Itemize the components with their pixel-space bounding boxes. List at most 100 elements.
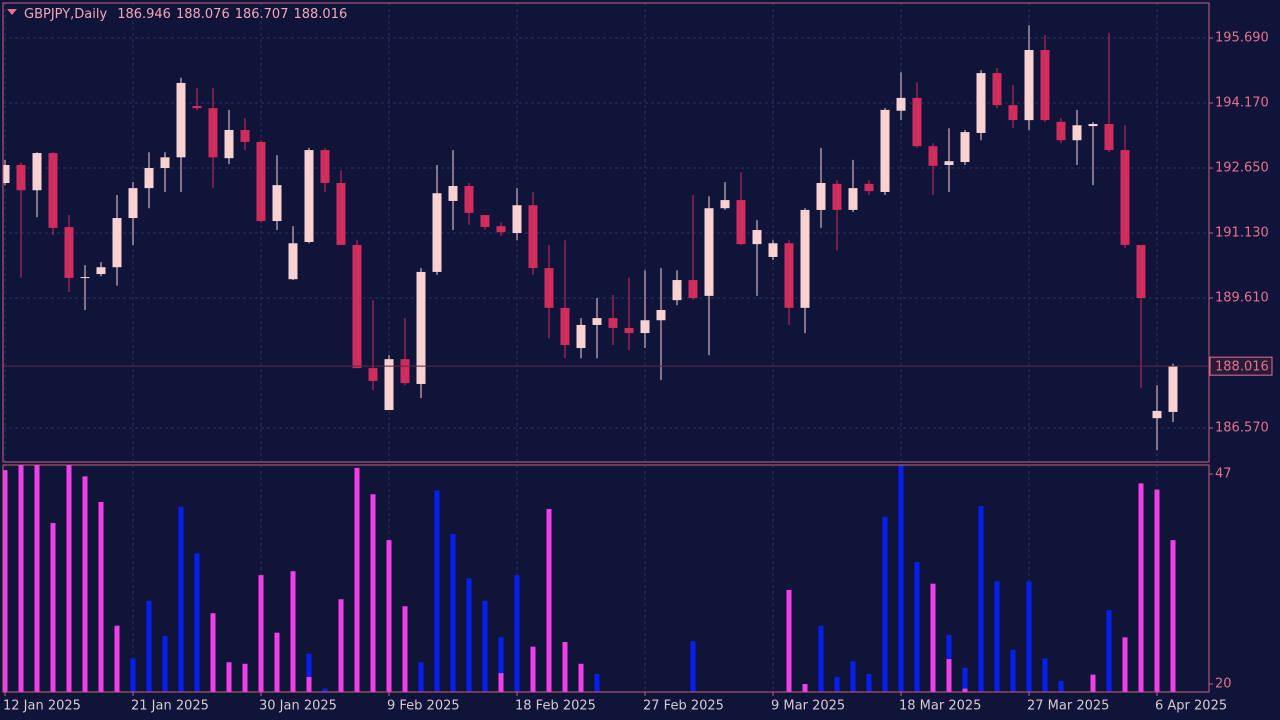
x-tick-label: 18 Mar 2025 (899, 699, 981, 714)
histogram-bar (946, 659, 952, 692)
histogram-bar (242, 663, 248, 692)
histogram-bar (482, 600, 488, 692)
histogram-bar (466, 578, 472, 692)
histogram-bar (786, 589, 792, 692)
histogram-bar (178, 506, 184, 692)
histogram-bar (962, 667, 968, 692)
histogram-bar (978, 505, 984, 692)
candle-body (448, 185, 458, 201)
histogram-bar (834, 676, 840, 692)
candle-body (64, 227, 74, 278)
x-tick-label: 6 Apr 2025 (1155, 699, 1227, 714)
candle-body (1072, 125, 1082, 141)
candle-body (272, 185, 282, 222)
candle-body (992, 73, 1002, 106)
candle-body (176, 82, 186, 158)
histogram-bar (994, 581, 1000, 692)
y-tick-label: 186.570 (1215, 421, 1269, 436)
candle-body (1088, 123, 1098, 127)
histogram-bar (306, 676, 312, 692)
candle-body (944, 161, 954, 166)
histogram-bar (98, 502, 104, 692)
candle-body (384, 359, 394, 411)
histogram-bar (370, 494, 376, 692)
candle-body (1024, 49, 1034, 121)
current-price-label: 188.016 (1215, 360, 1269, 375)
candle-body (48, 153, 58, 228)
candle-body (928, 146, 938, 166)
candle-body (144, 168, 154, 189)
candle-body (512, 205, 522, 234)
candle-body (608, 318, 618, 328)
collapse-icon[interactable] (7, 9, 17, 15)
histogram-bar (1106, 610, 1112, 692)
candle-body (208, 108, 218, 158)
candle-body (416, 271, 426, 384)
candle-body (224, 129, 234, 159)
candle-body (480, 215, 490, 228)
price-frame (2, 2, 1210, 463)
histogram-bar (162, 635, 168, 692)
candle-body (736, 200, 746, 245)
histogram-bar (338, 599, 344, 692)
x-tick-label: 12 Jan 2025 (3, 699, 81, 714)
candle-body (1008, 105, 1018, 121)
histogram-bar (34, 465, 40, 692)
x-tick-label: 27 Feb 2025 (643, 699, 724, 714)
candle-body (1120, 150, 1130, 245)
candle-body (848, 188, 858, 210)
candle-body (960, 132, 970, 163)
histogram-bar (146, 600, 152, 692)
candle-body (464, 185, 474, 213)
histogram-bar (114, 625, 120, 692)
candle-body (160, 157, 170, 169)
histogram-bar (274, 632, 280, 692)
histogram-bar (1122, 637, 1128, 692)
candle-body (432, 193, 442, 272)
histogram-bar (850, 661, 856, 692)
histogram-bar (194, 553, 200, 692)
histogram-bar (290, 571, 296, 692)
price-panel (3, 3, 1209, 462)
ohlc-low: 186.707 (235, 7, 289, 22)
candle-body (704, 208, 714, 296)
histogram-bar (578, 663, 584, 692)
candle-body (128, 188, 138, 219)
histogram-bar (82, 476, 88, 692)
candle-body (768, 243, 778, 257)
histogram-bar (914, 561, 920, 692)
histogram-bar (402, 606, 408, 692)
candle-body (1040, 49, 1050, 121)
candle-body (800, 209, 810, 308)
y-tick-label: 20 (1215, 676, 1232, 691)
y-tick-label: 195.690 (1215, 31, 1269, 46)
candle-body (784, 243, 794, 308)
x-tick-label: 21 Jan 2025 (131, 699, 209, 714)
axes: 195.690 194.170 192.650 191.130 189.610 186.5… (3, 31, 1273, 714)
histogram-bar (546, 509, 552, 692)
histogram-bar (50, 523, 56, 692)
histogram-bar (226, 662, 232, 692)
x-tick-label: 18 Feb 2025 (515, 699, 596, 714)
x-tick-label: 27 Mar 2025 (1027, 699, 1109, 714)
histogram-bar (1154, 489, 1160, 692)
histogram-bar (594, 673, 600, 692)
chart-title: GBPJPY,Daily 186.946 188.076 186.707 188.016 (24, 7, 347, 22)
candle-body (880, 109, 890, 192)
histogram-bar (1090, 674, 1096, 692)
candle-body (368, 368, 378, 381)
ohlc-open: 186.946 (117, 7, 171, 22)
histogram-bar (562, 641, 568, 692)
candle-body (544, 268, 554, 308)
x-tick-label: 9 Mar 2025 (771, 699, 845, 714)
histogram-bar (690, 641, 696, 692)
candle-body (832, 183, 842, 210)
current-price-box (1209, 356, 1273, 376)
candle-body (96, 267, 106, 275)
candle-body (336, 182, 346, 245)
candle-body (16, 165, 26, 191)
candle-body (864, 183, 874, 192)
candle-body (1104, 123, 1114, 151)
